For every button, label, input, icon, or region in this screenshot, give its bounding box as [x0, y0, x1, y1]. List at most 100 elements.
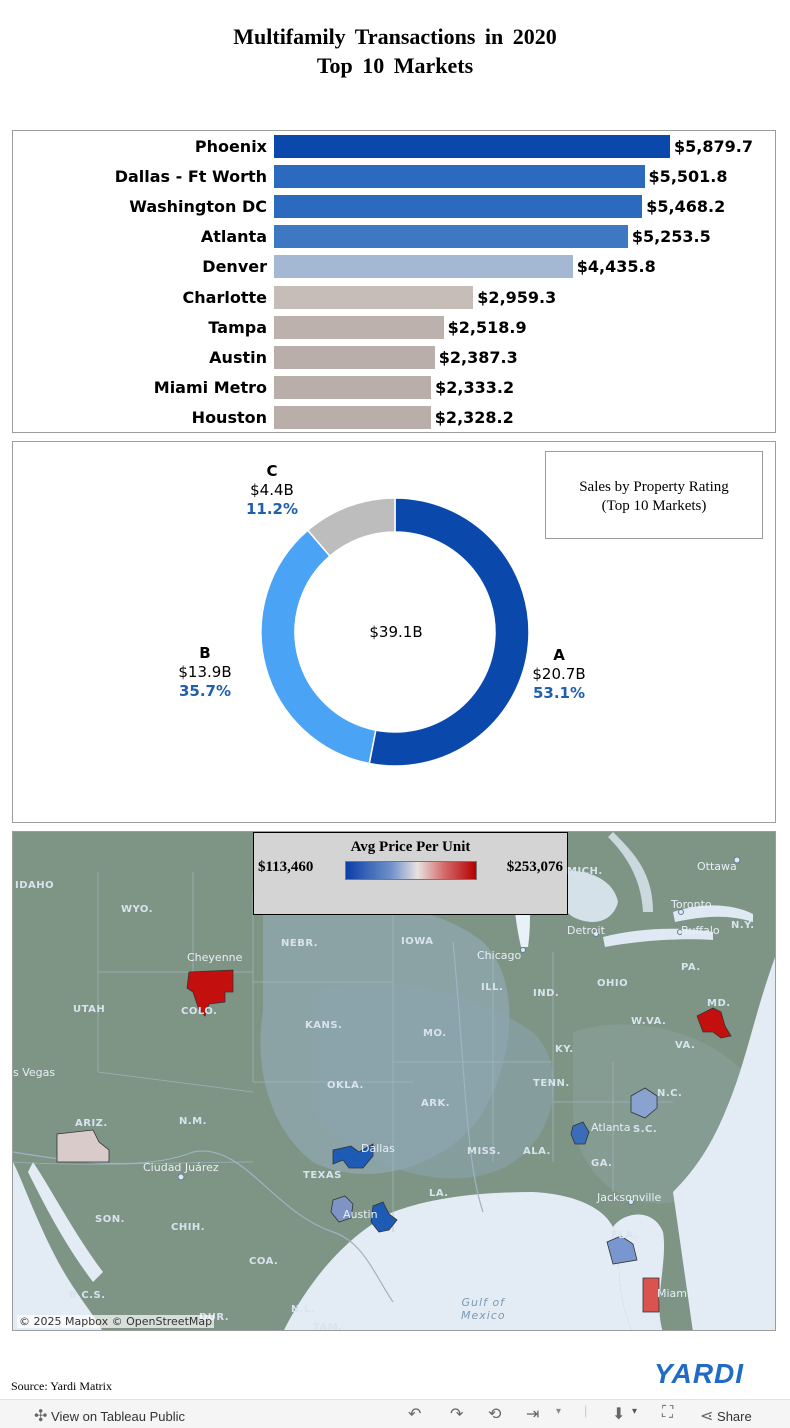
- city-label: Detroit: [567, 924, 605, 937]
- yardi-logo[interactable]: YARDI: [654, 1358, 745, 1389]
- state-label: KY.: [555, 1044, 574, 1055]
- fullscreen-icon[interactable]: ⛶: [662, 1404, 674, 1421]
- market-washington-dc[interactable]: [696, 1007, 732, 1039]
- bar[interactable]: [274, 345, 435, 369]
- map-legend-gradient: [345, 861, 477, 880]
- state-label: KANS.: [305, 1020, 343, 1031]
- state-label: B.C.S.: [69, 1290, 106, 1301]
- donut-chart-panel[interactable]: Sales by Property Rating (Top 10 Markets…: [12, 441, 776, 823]
- city-label: Ciudad Juárez: [143, 1161, 219, 1174]
- bar[interactable]: [274, 135, 670, 158]
- tableau-toolbar: ✣ View on Tableau Public ↶ ↷ ⟲ ⇥ ▾ | ⬇ ▾…: [0, 1399, 790, 1428]
- state-label: LA.: [429, 1188, 449, 1199]
- bar-value-label: $2,959.3: [477, 287, 557, 307]
- city-label: Ottawa: [697, 860, 737, 873]
- bar[interactable]: [274, 405, 431, 429]
- water-label-gulf: Gulf of Mexico: [461, 1296, 506, 1322]
- state-label: TEXAS: [303, 1170, 342, 1181]
- market-phoenix[interactable]: [56, 1129, 110, 1163]
- market-charlotte[interactable]: [630, 1087, 658, 1119]
- map-panel[interactable]: Avg Price Per Unit $113,460 $253,076 IDA…: [12, 831, 776, 1331]
- state-label: S.C.: [633, 1124, 658, 1135]
- share-button[interactable]: ⋖ Share: [700, 1406, 752, 1426]
- state-label: ILL.: [481, 982, 504, 993]
- state-label: OKLA.: [327, 1080, 364, 1091]
- bar[interactable]: [274, 195, 643, 219]
- bar[interactable]: [274, 255, 573, 279]
- bar[interactable]: [274, 375, 432, 399]
- title-line-2: Top 10 Markets: [316, 53, 474, 78]
- map-color-legend: Avg Price Per Unit $113,460 $253,076: [253, 832, 568, 915]
- state-label: ARK.: [421, 1098, 450, 1109]
- map-legend-min: $113,460: [258, 859, 314, 875]
- city-label: Buffalo: [681, 924, 720, 937]
- bar-value-label: $2,387.3: [438, 347, 518, 367]
- state-label: N.M.: [179, 1116, 207, 1127]
- slice-label-b: B $13.9B 35.7%: [167, 644, 243, 701]
- donut-center-label: $39.1B: [369, 623, 423, 641]
- download-dropdown-icon[interactable]: ▾: [632, 1406, 638, 1417]
- market-austin[interactable]: [330, 1195, 354, 1223]
- donut-slice-b[interactable]: [260, 529, 377, 765]
- bar[interactable]: [274, 225, 628, 249]
- bar-value-label: $2,328.2: [434, 407, 514, 427]
- state-label: IND.: [533, 988, 560, 999]
- market-miami[interactable]: [642, 1277, 660, 1313]
- bar-label: Austin: [209, 347, 267, 367]
- state-label: UTAH: [73, 1004, 106, 1015]
- state-label: IDAHO: [15, 880, 55, 891]
- water-label-line-2: Mexico: [461, 1309, 506, 1322]
- city-label: Dallas: [361, 1142, 395, 1155]
- state-label: OHIO: [597, 978, 629, 989]
- map-background[interactable]: [13, 832, 776, 1331]
- market-tampa[interactable]: [606, 1235, 638, 1265]
- view-on-tableau-label: View on Tableau Public: [51, 1409, 185, 1424]
- bar[interactable]: [274, 315, 444, 339]
- state-label: CHIH.: [171, 1222, 206, 1233]
- market-houston[interactable]: [370, 1201, 398, 1233]
- city-label: Chicago: [477, 949, 522, 962]
- bar-label: Denver: [202, 257, 267, 277]
- page-title: Multifamily Transactions in 2020 Top 10 …: [0, 22, 790, 80]
- bar-chart-panel[interactable]: Phoenix $5,879.7 Dallas - Ft Worth $5,501.8…: [12, 130, 776, 433]
- refresh-icon[interactable]: ⇥: [526, 1406, 540, 1423]
- state-label: ARIZ.: [75, 1118, 108, 1129]
- bar-label: Charlotte: [182, 287, 267, 307]
- bar-label: Dallas - Ft Worth: [114, 167, 267, 187]
- donut-title-box: Sales by Property Rating (Top 10 Markets…: [545, 451, 763, 539]
- city-label: Miami: [657, 1287, 691, 1300]
- view-on-tableau-button[interactable]: ✣ View on Tableau Public: [34, 1406, 185, 1426]
- state-label: N.L.: [291, 1304, 316, 1315]
- city-label: Austin: [343, 1208, 378, 1221]
- slice-c-value: $4.4B: [250, 481, 294, 499]
- state-label: MO.: [423, 1028, 447, 1039]
- redo-icon[interactable]: ↷: [450, 1406, 464, 1423]
- bar-value-label: $5,879.7: [674, 137, 753, 156]
- revert-icon[interactable]: ⟲: [488, 1406, 502, 1423]
- bar-label: Tampa: [208, 317, 267, 337]
- donut-slice-a[interactable]: [368, 497, 530, 767]
- donut-slice-c[interactable]: [306, 497, 396, 558]
- bar-value-label: $4,435.8: [576, 257, 656, 277]
- market-denver[interactable]: [186, 969, 234, 1017]
- slice-b-name: B: [199, 644, 211, 662]
- state-label: COLO.: [181, 1006, 218, 1017]
- city-label: Atlanta: [591, 1121, 631, 1134]
- state-label: N.Y.: [731, 920, 755, 931]
- bar-label: Miami Metro: [153, 377, 267, 397]
- market-atlanta[interactable]: [570, 1121, 590, 1145]
- state-label: TAM.: [313, 1322, 343, 1331]
- donut-chart[interactable]: [13, 442, 775, 822]
- market-dallas[interactable]: [332, 1143, 374, 1169]
- bar[interactable]: [274, 285, 474, 309]
- bar[interactable]: [274, 165, 645, 189]
- undo-icon[interactable]: ↶: [408, 1406, 422, 1423]
- state-label: N.C.: [657, 1088, 683, 1099]
- refresh-dropdown-icon[interactable]: ▾: [556, 1406, 562, 1417]
- state-label: IOWA: [401, 936, 434, 947]
- slice-b-percent: 35.7%: [178, 682, 232, 700]
- map-copyright[interactable]: © 2025 Mapbox © OpenStreetMap: [17, 1315, 215, 1328]
- download-icon[interactable]: ⬇: [612, 1406, 626, 1423]
- state-label: NEBR.: [281, 938, 319, 949]
- slice-label-c: C $4.4B 11.2%: [237, 462, 307, 519]
